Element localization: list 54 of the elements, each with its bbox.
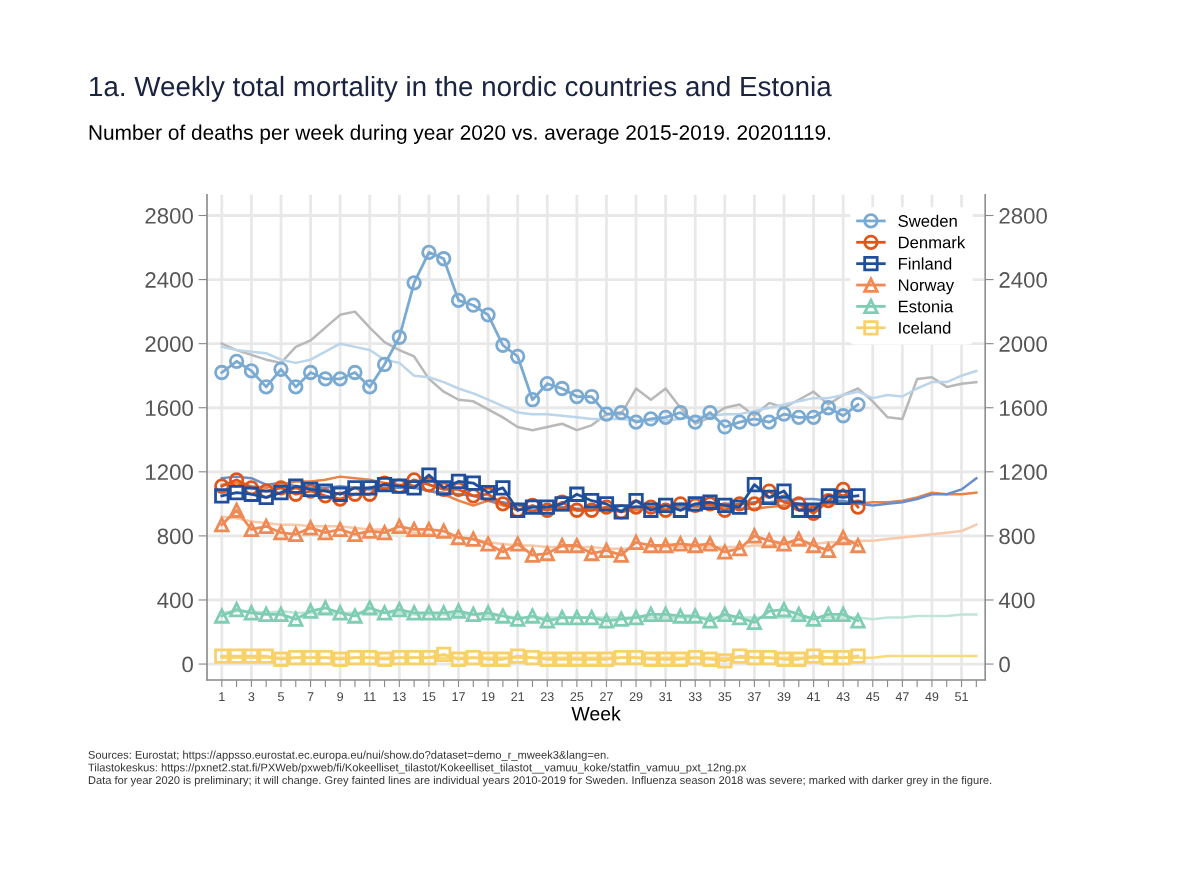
y-tick-label: 2000 xyxy=(145,336,193,352)
x-tick-label: 47 xyxy=(895,692,909,701)
y-tick-label: 2800 xyxy=(145,208,193,224)
legend-label: Denmark xyxy=(898,236,966,249)
x-tick-label: 49 xyxy=(925,692,939,702)
legend-label: Sweden xyxy=(898,214,957,227)
text: Tilastokeskus: https://pxnet2.stat.fi/PXWeb/pxweb/fi/Kokeelliset_tilastot/Kokeelliset_tilastot__vamuu_koke/statfin_vamuu_pxt_12ng.px xyxy=(88,763,747,774)
x-tick-label: 27 xyxy=(600,692,613,701)
x-tick-label: 5 xyxy=(278,692,284,702)
x-tick-label: 17 xyxy=(452,692,465,701)
source-note: Sources: Eurostat; https://appsso.eurostat.ec.europa.eu/nui/show.do?dataset=demo_r_mweek3&lang=en. xyxy=(88,750,609,761)
x-tick-label: 29 xyxy=(629,692,643,702)
x-tick-label: 31 xyxy=(659,692,672,702)
x-tick-label: 35 xyxy=(718,692,732,702)
y-tick-label: 800 xyxy=(157,528,193,545)
y-tick-label: 1600 xyxy=(146,400,193,417)
chart-title: 1a. Weekly total mortality in the nordic countries and Estonia xyxy=(90,75,832,102)
y-tick-label: 1200 xyxy=(146,464,193,481)
y-tick-label: 2400 xyxy=(145,272,193,288)
x-axis-title: Week xyxy=(571,706,621,721)
x-tick-label: 39 xyxy=(777,692,791,702)
x-tick-label: 13 xyxy=(393,692,406,702)
y2-tick-label: 400 xyxy=(998,592,1035,609)
y2-tick-label: 2800 xyxy=(999,208,1047,224)
x-tick-label: 7 xyxy=(307,692,314,701)
x-tick-label: 23 xyxy=(540,692,554,702)
x-tick-label: 41 xyxy=(806,692,820,701)
x-tick-label: 25 xyxy=(570,692,584,702)
y2-tick-label: 1600 xyxy=(1000,400,1047,417)
text: Data for year 2020 is preliminary; it will change. Grey fainted lines are individual years 2010-2019 for Sweden. Influenza season 2018 was severe; marked with darker grey in the figure. xyxy=(88,775,992,787)
x-tick-label: 43 xyxy=(836,692,850,702)
x-tick-label: 51 xyxy=(955,692,968,702)
y2-tick-label: 0 xyxy=(999,656,1010,673)
y2-tick-label: 2400 xyxy=(999,272,1047,288)
x-tick-label: 19 xyxy=(482,692,495,702)
x-tick-label: 37 xyxy=(747,692,761,702)
y2-tick-label: 800 xyxy=(999,528,1035,545)
x-tick-label: 9 xyxy=(337,692,344,702)
legend-label: Estonia xyxy=(898,300,954,313)
legend-label: Iceland xyxy=(899,321,951,334)
x-tick-label: 15 xyxy=(422,692,436,702)
x-tick-label: 11 xyxy=(364,692,376,701)
x-tick-label: 33 xyxy=(688,692,702,702)
x-tick-label: 45 xyxy=(866,692,880,702)
y-tick-label: 0 xyxy=(182,656,193,673)
x-tick-label: 1 xyxy=(219,692,225,701)
x-tick-label: 3 xyxy=(248,692,255,702)
x-tick-label: 21 xyxy=(511,692,525,701)
legend-label: Norway xyxy=(898,279,955,295)
y-tick-label: 400 xyxy=(157,592,193,609)
chart-subtitle: Number of deaths per week during year 2020 vs. average 2015-2019. 20201119. xyxy=(89,124,831,144)
legend-label: Finland xyxy=(898,257,952,270)
y2-tick-label: 1200 xyxy=(1000,464,1047,481)
y2-tick-label: 2000 xyxy=(999,336,1047,352)
